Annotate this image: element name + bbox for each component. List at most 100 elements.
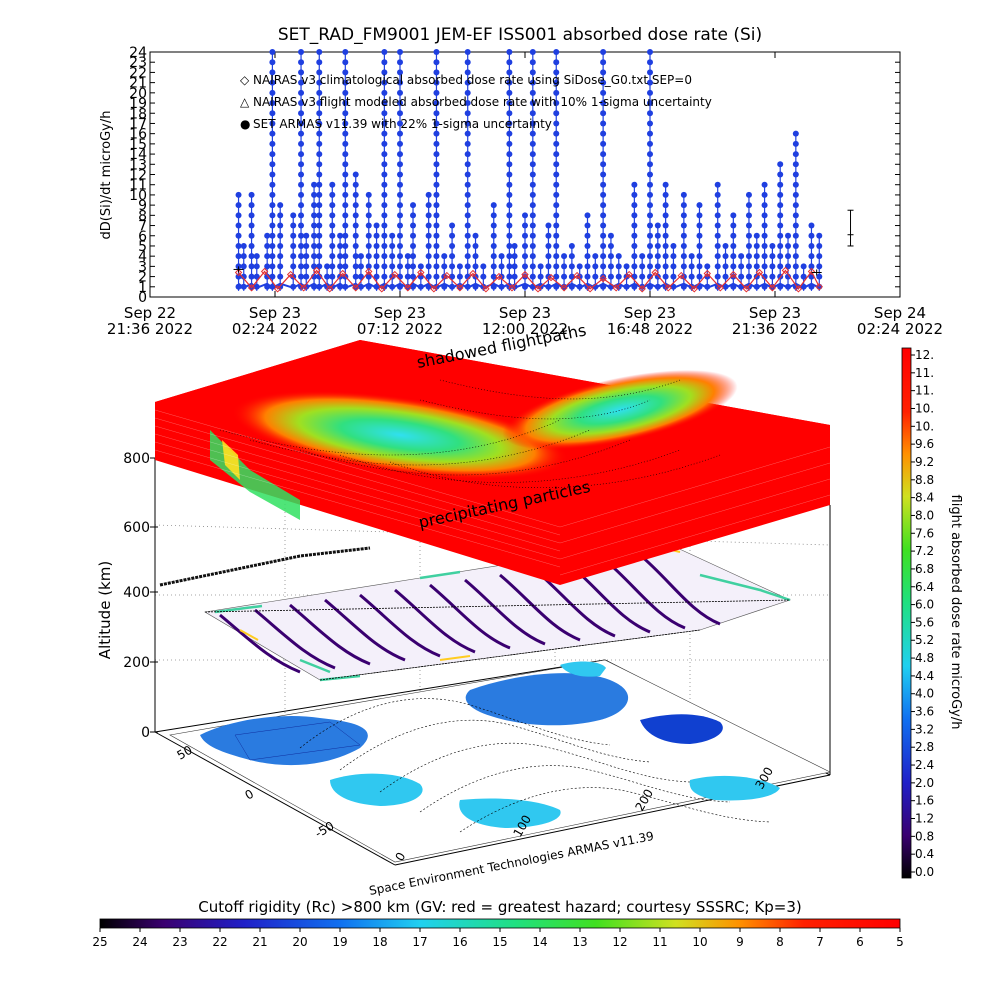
blue-series-point: [456, 273, 463, 280]
blue-series-point: [745, 222, 752, 229]
blue-series-point: [662, 191, 669, 198]
blue-series-point: [472, 242, 479, 249]
blue-series-point: [337, 253, 344, 260]
blue-series-point: [696, 273, 703, 280]
blue-series-point: [584, 263, 591, 270]
blue-series-point: [714, 202, 721, 209]
blue-series-point: [357, 273, 364, 280]
blue-series-point: [342, 232, 349, 239]
y-axis-label: dD(Si)/dt microGy/h: [99, 111, 114, 240]
blue-series-point: [389, 253, 396, 260]
blue-series-point: [529, 89, 536, 96]
blue-series-point: [269, 263, 276, 270]
red-series-point: [404, 284, 412, 292]
blue-series-point: [342, 120, 349, 127]
blue-series-point: [316, 181, 323, 188]
blue-series-point: [397, 202, 403, 209]
blue-series-point: [365, 212, 372, 219]
blue-series-point: [248, 212, 255, 219]
blue-series-point: [647, 263, 653, 270]
red-series-point: [482, 285, 490, 293]
blue-series-point: [800, 263, 807, 270]
blue-series-point: [631, 242, 638, 249]
y-tick-label: 17: [129, 116, 147, 132]
blue-series-point: [529, 110, 536, 117]
colorbar-tick-label: 25: [92, 935, 107, 949]
legend-label: NAIRAS v3 flight modeled absorbed dose r…: [253, 95, 712, 109]
blue-series-point: [269, 191, 276, 198]
blue-series-point: [342, 140, 349, 147]
colorbar-tick-label: 3.6: [915, 705, 934, 719]
red-series-point: [312, 266, 321, 275]
blue-series-point: [600, 263, 607, 270]
red-series-point: [299, 284, 308, 292]
blue-series-point: [433, 79, 440, 86]
blue-series-point: [381, 89, 388, 96]
blue-series-point: [745, 263, 752, 270]
colorbar-tick-label: 4.4: [915, 669, 934, 683]
blue-series-point: [761, 212, 768, 219]
blue-series-point: [529, 130, 536, 137]
red-series-point: [716, 284, 725, 292]
blue-series-point: [269, 273, 276, 280]
blue-series-point: [373, 263, 380, 270]
blue-series-point: [761, 273, 768, 280]
blue-series-point: [277, 273, 284, 280]
red-series-point: [273, 285, 282, 293]
blue-series-point: [662, 202, 669, 209]
blue-series-point: [352, 171, 359, 178]
blue-series-point: [269, 49, 276, 55]
red-series-point: [703, 269, 711, 278]
red-series-point: [573, 271, 581, 280]
red-series-point: [234, 268, 243, 277]
blue-series-point: [269, 110, 276, 117]
blue-series-point: [264, 232, 271, 239]
blue-series-point: [816, 232, 823, 239]
blue-series-point: [269, 222, 276, 229]
blue-series-point: [316, 242, 323, 249]
blue-series-point: [381, 263, 388, 270]
blue-series-point: [269, 181, 276, 188]
blue-series-point: [464, 253, 471, 260]
altitude-axis: 0 200 400 600 800: [123, 451, 158, 741]
colorbar-tick-label: 2.0: [915, 776, 934, 790]
blue-series-point: [311, 202, 318, 209]
blue-series-point: [561, 263, 568, 270]
blue-series-point: [235, 191, 242, 198]
red-series-point: [521, 270, 529, 279]
blue-series-point: [404, 253, 411, 260]
y-tick-label: 16: [129, 127, 147, 143]
blue-series-point: [816, 242, 823, 249]
blue-series-point: [769, 273, 776, 280]
x-tick-label: 07:12 2022: [357, 320, 443, 338]
colorbar-tick-label: 17: [412, 935, 427, 949]
blue-series-point: [745, 242, 752, 249]
blue-series-point: [397, 59, 403, 66]
blue-series-point: [506, 222, 513, 229]
blue-series-point: [777, 263, 784, 270]
x-tick-label: Sep 23: [249, 304, 301, 322]
blue-series-point: [464, 181, 471, 188]
blue-series-point: [342, 212, 349, 219]
blue-series-point: [410, 202, 417, 209]
blue-series-point: [316, 161, 323, 168]
blue-series-point: [490, 253, 497, 260]
red-series-point: [612, 284, 620, 292]
blue-series-point: [553, 171, 560, 178]
blue-series-point: [381, 120, 388, 127]
colorbar-tick-label: 6.4: [915, 580, 934, 594]
blue-series-point: [464, 120, 471, 127]
y-tick-label: 0: [138, 290, 147, 306]
blue-series-point: [537, 263, 544, 270]
blue-series-point: [714, 191, 721, 198]
blue-series-point: [433, 161, 440, 168]
x-tick-label: Sep 23: [624, 304, 676, 322]
blue-series-point: [277, 253, 284, 260]
blue-series-point: [264, 242, 271, 249]
y-tick-label: 23: [129, 55, 147, 71]
blue-series-point: [298, 151, 305, 158]
colorbar-tick-label: 8.0: [915, 508, 934, 522]
blue-series-point: [404, 273, 411, 280]
